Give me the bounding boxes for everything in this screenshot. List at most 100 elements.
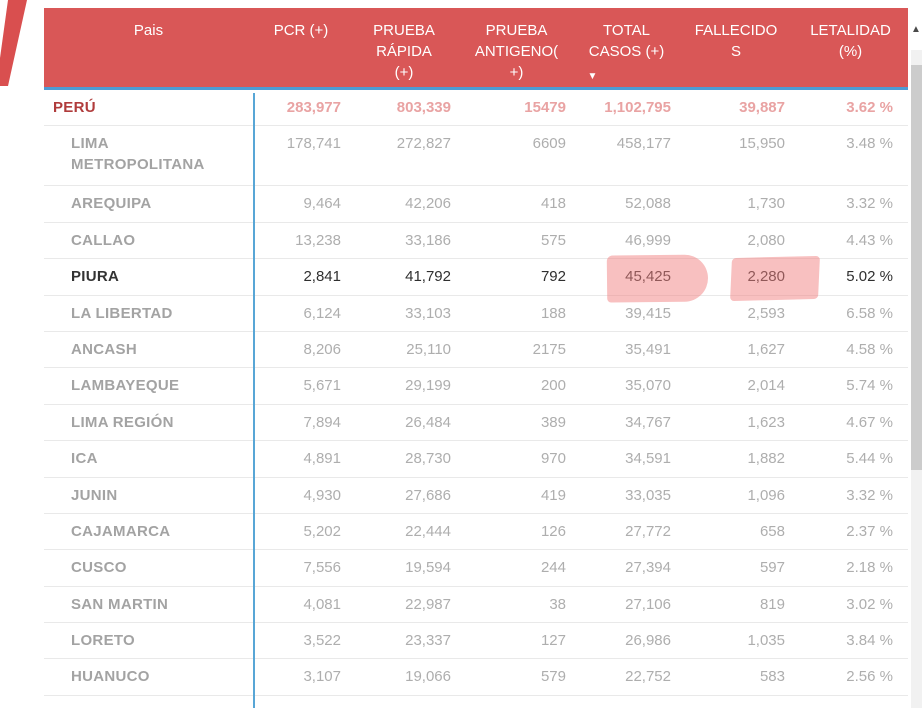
total-casos-cell: 46,999 xyxy=(625,231,671,249)
fallecidos-cell: 2,280 xyxy=(747,268,785,286)
pcr-cell: 7,556 xyxy=(303,559,341,577)
prueba-antigeno-cell: 2175 xyxy=(532,340,566,358)
prueba-rapida-cell: 41,792 xyxy=(405,268,451,286)
fallecidos-cell: 1,035 xyxy=(747,632,785,650)
fallecidos-cell: 597 xyxy=(759,559,785,577)
fallecidos-cell: 819 xyxy=(759,595,785,613)
prueba-antigeno-cell: 6609 xyxy=(532,135,566,153)
pcr-cell: 4,930 xyxy=(303,486,341,504)
table-row[interactable]: LIMA REGIÓN 7,894 26,484 389 34,767 1,62… xyxy=(44,404,908,442)
prueba-antigeno-cell: 126 xyxy=(540,522,566,540)
fallecidos-cell: 15,950 xyxy=(739,135,785,153)
table-row[interactable]: ICA 4,891 28,730 970 34,591 1,882 5.44 % xyxy=(44,441,908,478)
pcr-cell: 13,238 xyxy=(295,231,341,249)
prueba-rapida-cell: 27,686 xyxy=(405,486,451,504)
column-header-total-casos[interactable]: TOTAL CASOS (+) ▼ xyxy=(574,8,679,87)
column-header-fallecidos[interactable]: FALLECIDOS xyxy=(694,22,778,60)
letalidad-cell: 2.37 % xyxy=(846,522,893,540)
fallecidos-cell: 39,887 xyxy=(739,99,785,116)
total-casos-cell: 27,106 xyxy=(625,595,671,613)
prueba-antigeno-cell: 792 xyxy=(540,268,566,286)
region-name-cell: LA LIBERTAD xyxy=(71,304,173,322)
table-row[interactable]: CAJAMARCA 5,202 22,444 126 27,772 658 2.… xyxy=(44,513,908,551)
column-header-prueba-antigeno[interactable]: PRUEBA ANTIGENO( +) xyxy=(474,22,559,81)
prueba-antigeno-cell: 200 xyxy=(540,377,566,395)
column-header-pcr[interactable]: PCR (+) xyxy=(273,22,329,39)
fallecidos-cell: 2,593 xyxy=(747,304,785,322)
region-name-cell: PIURA xyxy=(71,268,120,286)
pcr-cell: 5,202 xyxy=(303,522,341,540)
region-name-cell: ICA xyxy=(71,450,98,468)
prueba-rapida-cell: 29,199 xyxy=(405,377,451,395)
prueba-antigeno-cell: 575 xyxy=(540,231,566,249)
prueba-antigeno-cell: 970 xyxy=(540,450,566,468)
table-row[interactable]: LA LIBERTAD 6,124 33,103 188 39,415 2,59… xyxy=(44,295,908,332)
prueba-rapida-cell: 22,987 xyxy=(405,595,451,613)
fallecidos-cell: 1,623 xyxy=(747,413,785,431)
region-name-cell: LIMA METROPOLITANA xyxy=(71,135,205,174)
table-row[interactable]: LIMA METROPOLITANA 178,741 272,827 6609 … xyxy=(44,126,908,187)
total-casos-cell: 45,425 xyxy=(625,268,671,286)
prueba-rapida-cell: 42,206 xyxy=(405,195,451,213)
region-name-cell: LIMA REGIÓN xyxy=(71,413,174,431)
table-row[interactable]: CUSCO 7,556 19,594 244 27,394 597 2.18 % xyxy=(44,550,908,587)
region-name-cell: LORETO xyxy=(71,632,136,650)
total-casos-cell: 22,752 xyxy=(625,668,671,686)
region-name-cell: CAJAMARCA xyxy=(71,522,171,540)
table-row[interactable]: HUANUCO 3,107 19,066 579 22,752 583 2.56… xyxy=(44,659,908,696)
table-row[interactable]: ANCASH 8,206 25,110 2175 35,491 1,627 4.… xyxy=(44,331,908,369)
fallecidos-cell: 1,627 xyxy=(747,340,785,358)
table-body: PERÚ 283,977 803,339 15479 1,102,795 39,… xyxy=(44,90,908,696)
region-name-cell: LAMBAYEQUE xyxy=(71,377,180,395)
prueba-rapida-cell: 33,103 xyxy=(405,304,451,322)
pcr-cell: 5,671 xyxy=(303,377,341,395)
total-casos-cell: 27,772 xyxy=(625,522,671,540)
region-name-cell: AREQUIPA xyxy=(71,195,152,213)
table-row[interactable]: SAN MARTIN 4,081 22,987 38 27,106 819 3.… xyxy=(44,586,908,624)
prueba-rapida-cell: 19,066 xyxy=(405,668,451,686)
prueba-rapida-cell: 33,186 xyxy=(405,231,451,249)
table-row[interactable]: LORETO 3,522 23,337 127 26,986 1,035 3.8… xyxy=(44,623,908,660)
fallecidos-cell: 2,014 xyxy=(747,377,785,395)
table-row[interactable]: LAMBAYEQUE 5,671 29,199 200 35,070 2,014… xyxy=(44,368,908,405)
letalidad-cell: 3.02 % xyxy=(846,595,893,613)
column-header-letalidad[interactable]: LETALIDAD (%) xyxy=(810,22,891,60)
region-name-cell: CALLAO xyxy=(71,231,136,249)
total-casos-cell: 34,591 xyxy=(625,450,671,468)
letalidad-cell: 3.32 % xyxy=(846,486,893,504)
table-row[interactable]: AREQUIPA 9,464 42,206 418 52,088 1,730 3… xyxy=(44,186,908,223)
region-name-cell: PERÚ xyxy=(53,99,96,116)
letalidad-cell: 4.58 % xyxy=(846,340,893,358)
prueba-rapida-cell: 25,110 xyxy=(406,340,451,358)
pcr-cell: 6,124 xyxy=(303,304,341,322)
column-header-prueba-rapida[interactable]: PRUEBA RÁPIDA (+) xyxy=(373,22,435,81)
total-casos-cell: 33,035 xyxy=(625,486,671,504)
letalidad-cell: 3.48 % xyxy=(846,135,893,153)
prueba-rapida-cell: 28,730 xyxy=(405,450,451,468)
fallecidos-cell: 1,882 xyxy=(747,450,785,468)
pcr-cell: 7,894 xyxy=(303,413,341,431)
total-casos-cell: 27,394 xyxy=(625,559,671,577)
letalidad-cell: 3.62 % xyxy=(846,99,893,116)
sort-descending-icon[interactable]: ▼ xyxy=(587,71,598,82)
pcr-cell: 178,741 xyxy=(286,135,341,153)
scrollbar-thumb[interactable] xyxy=(911,65,922,470)
table-row[interactable]: PIURA 2,841 41,792 792 45,425 2,280 5.02… xyxy=(44,259,908,296)
prueba-antigeno-cell: 418 xyxy=(540,195,566,213)
column-header-pais[interactable]: Pais xyxy=(133,22,164,39)
covid-region-table: Pais PCR (+) PRUEBA RÁPIDA (+) PRUEBA AN… xyxy=(44,8,908,708)
total-casos-cell: 35,491 xyxy=(625,340,671,358)
scroll-up-icon[interactable]: ▲ xyxy=(911,24,921,35)
pcr-cell: 3,522 xyxy=(303,632,341,650)
table-row[interactable]: PERÚ 283,977 803,339 15479 1,102,795 39,… xyxy=(44,90,908,127)
prueba-antigeno-cell: 244 xyxy=(540,559,566,577)
letalidad-cell: 4.43 % xyxy=(846,231,893,249)
total-casos-cell: 1,102,795 xyxy=(604,99,671,116)
prueba-antigeno-cell: 127 xyxy=(540,632,566,650)
prueba-antigeno-cell: 188 xyxy=(540,304,566,322)
fallecidos-cell: 1,096 xyxy=(747,486,785,504)
fallecidos-cell: 1,730 xyxy=(747,195,785,213)
table-row[interactable]: JUNIN 4,930 27,686 419 33,035 1,096 3.32… xyxy=(44,477,908,514)
vertical-scrollbar[interactable]: ▲ xyxy=(910,0,922,708)
table-row[interactable]: CALLAO 13,238 33,186 575 46,999 2,080 4.… xyxy=(44,222,908,260)
